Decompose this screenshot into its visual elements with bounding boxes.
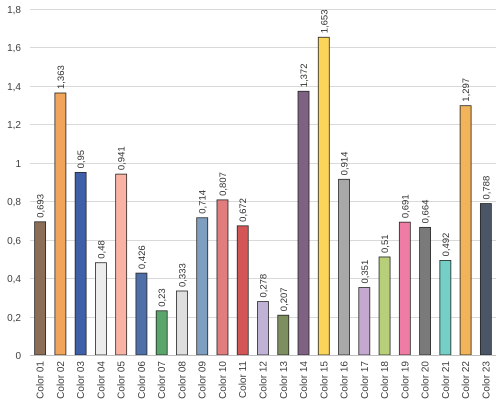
bar-3	[74, 171, 87, 356]
bar-19	[398, 221, 411, 356]
data-label: 1,653	[319, 9, 330, 33]
x-axis-category-labels: Color 01 Color 02 Color 03 Color 04 Color 05…	[36, 361, 493, 399]
data-label: 0,351	[360, 260, 371, 284]
bar-23	[479, 203, 492, 356]
data-label: 0,714	[198, 190, 209, 214]
category-label: Color 18	[380, 361, 391, 399]
bar-12	[257, 301, 269, 356]
y-axis-tick-labels: 0 0,2 0,4 0,6 0,8 1 1,2 1,4 1,6 1,8	[7, 5, 21, 362]
bars	[34, 36, 492, 356]
y-tick-label: 1,2	[7, 120, 21, 131]
data-label: 0,492	[441, 233, 452, 257]
bar-1	[34, 221, 47, 356]
y-tick-label: 1,4	[7, 82, 21, 93]
category-label: Color 03	[76, 361, 87, 399]
category-label: Color 05	[117, 361, 128, 399]
category-label: Color 14	[299, 361, 310, 399]
bar-18	[378, 256, 391, 356]
data-label: 0,207	[279, 287, 290, 311]
y-tick-label: 0	[15, 351, 21, 362]
category-label: Color 02	[56, 361, 67, 399]
category-label: Color 17	[360, 361, 371, 399]
y-tick-label: 0,2	[7, 313, 21, 324]
y-tick-label: 1,6	[7, 43, 21, 54]
bar-5	[115, 173, 128, 356]
category-label: Color 15	[319, 361, 330, 399]
data-label: 0,664	[421, 200, 432, 224]
bar-2	[54, 92, 67, 356]
bar-15	[317, 36, 330, 356]
y-tick-label: 0,4	[7, 274, 21, 285]
data-label: 0,693	[36, 194, 47, 218]
bar-14	[297, 90, 310, 356]
data-label: 0,51	[380, 234, 391, 253]
y-tick-label: 1	[15, 159, 21, 170]
category-label: Color 11	[238, 361, 249, 398]
data-label: 1,372	[299, 63, 310, 87]
data-label: 1,297	[461, 78, 472, 102]
category-label: Color 13	[279, 361, 290, 399]
bar-4	[95, 262, 107, 356]
data-label: 0,23	[157, 288, 168, 307]
y-tick-label: 1,8	[7, 5, 21, 16]
bar-11	[236, 225, 249, 356]
category-label: Color 20	[421, 361, 432, 399]
bar-13	[277, 314, 290, 356]
category-label: Color 08	[177, 361, 188, 399]
bar-9	[196, 217, 209, 356]
data-label: 0,941	[117, 146, 128, 170]
gridlines	[30, 9, 496, 318]
data-label: 0,278	[259, 274, 270, 298]
bar-16	[338, 178, 350, 356]
category-label: Color 23	[481, 361, 492, 399]
category-label: Color 04	[96, 361, 107, 399]
data-label: 0,672	[238, 198, 249, 222]
data-label: 0,807	[218, 172, 229, 196]
bar-6	[135, 272, 148, 356]
bar-22	[459, 105, 472, 356]
category-label: Color 09	[198, 361, 209, 399]
data-label: 0,333	[177, 263, 188, 287]
category-label: Color 07	[157, 361, 168, 399]
data-label: 0,691	[400, 194, 411, 218]
data-label: 0,95	[76, 150, 87, 169]
category-label: Color 22	[461, 361, 472, 399]
data-label: 0,426	[137, 245, 148, 269]
y-tick-label: 0,8	[7, 197, 21, 208]
category-label: Color 01	[36, 361, 47, 399]
data-label: 0,788	[481, 176, 492, 200]
bar-8	[176, 290, 188, 356]
category-label: Color 16	[340, 361, 351, 399]
category-label: Color 19	[400, 361, 411, 399]
category-label: Color 12	[259, 361, 270, 399]
data-label: 0,48	[96, 240, 107, 259]
category-label: Color 06	[137, 361, 148, 399]
bar-10	[216, 199, 229, 356]
data-label: 1,363	[56, 65, 67, 89]
data-label: 0,914	[340, 152, 351, 176]
category-label: Color 21	[441, 361, 452, 399]
category-label: Color 10	[218, 361, 229, 399]
bar-20	[419, 226, 431, 356]
bar-7	[155, 310, 168, 356]
y-tick-label: 0,6	[7, 236, 21, 247]
bar-17	[358, 287, 371, 356]
data-labels: 0,693 1,363 0,95 0,48 0,941 0,426 0,23 0,333 0,7…	[36, 9, 493, 311]
bar-21	[439, 260, 452, 356]
